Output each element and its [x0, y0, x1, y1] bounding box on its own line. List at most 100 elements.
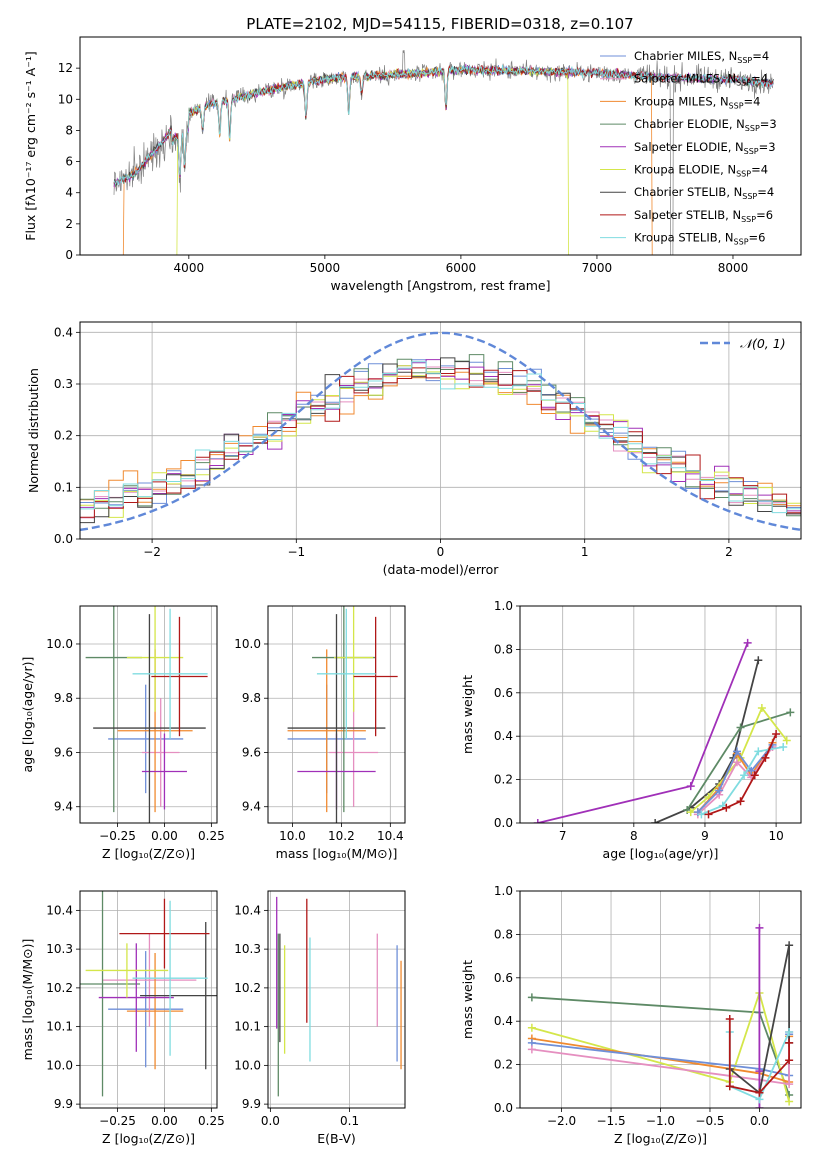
- x-tick-label: 7: [559, 829, 567, 843]
- x-tick-label: 0.0: [750, 1114, 769, 1128]
- mass-vs-ebv-panel: 0.0 0.1 9.9 10.0 10.1 10.2 10.3 10.4 E(B-V): [234, 890, 406, 1146]
- x-tick-label: 6000: [446, 261, 477, 275]
- legend-entry: Chabrier MILES, NSSP=4: [634, 49, 769, 65]
- weight-point: [772, 730, 781, 739]
- y-tick-label: 9.9: [54, 1097, 73, 1111]
- x-tick-label: −1.0: [646, 1114, 675, 1128]
- x-axis-label: Z [log₁₀(Z/Z⊙)]: [102, 846, 195, 861]
- y-tick-label: 9.9: [242, 1097, 261, 1111]
- errorbar-kroupa-stelib: [316, 608, 376, 739]
- residual-histogram-kroupa-stelib: [80, 361, 801, 514]
- y-tick-label: 0.2: [494, 773, 513, 787]
- errorbar-salpeter-elodie: [141, 733, 187, 810]
- axes-frame: [79, 36, 802, 256]
- y-tick-label: 9.6: [54, 745, 73, 759]
- weight-point: [715, 786, 724, 795]
- y-tick-label: 9.8: [54, 691, 73, 705]
- weight-point: [761, 753, 770, 762]
- y-tick-label: 0.1: [54, 480, 73, 494]
- axes-frame: [519, 890, 802, 1109]
- y-tick-label: 9.4: [242, 800, 261, 814]
- age-vs-mass-panel: 10.0 10.2 10.4 9.4 9.6 9.8 10.0 mass [log₁₀(M/M…: [234, 605, 406, 861]
- x-tick-label: −0.5: [695, 1114, 724, 1128]
- x-axis-label: wavelength [Angstrom, rest frame]: [330, 278, 550, 293]
- weight-point: [785, 1097, 794, 1106]
- errorbar-salpeter-elodie: [98, 943, 174, 1052]
- model-spectrum-kroupa-stelib: [113, 64, 774, 186]
- y-tick-label: 0.0: [54, 532, 73, 546]
- y-tick-label: 0: [65, 248, 73, 262]
- weight-vs-age-panel: 7 8 9 10 0.0 0.2 0.4 0.6 0.8 1.0 age [log₁₀(age/yr…: [460, 599, 802, 861]
- weight-point: [747, 766, 756, 775]
- weight-point: [686, 808, 695, 817]
- errorbar-salpeter-miles: [102, 933, 197, 1027]
- y-tick-label: 10.0: [234, 637, 261, 651]
- axes-frame: [267, 890, 406, 1109]
- weight-point: [736, 723, 745, 732]
- residuals-panel: −2 −1 0 1 2 0.0 0.1 0.2 0.3 0.4 (data-model)/error…: [26, 321, 802, 577]
- x-tick-label: −2.0: [547, 1114, 576, 1128]
- errorbar-salpeter-miles: [329, 698, 379, 807]
- legend-entry: Kroupa STELIB, NSSP=6: [634, 231, 765, 247]
- y-tick-label: 0.6: [494, 971, 513, 985]
- legend-entry: Kroupa ELODIE, NSSP=4: [634, 163, 768, 179]
- x-tick-label: 10.0: [279, 829, 306, 843]
- spectrum-legend: Chabrier MILES, NSSP=4 Salpeter MILES, NS…: [600, 49, 777, 247]
- axes-frame: [79, 605, 218, 824]
- weight-point: [755, 1067, 764, 1076]
- errorbar-kroupa-stelib: [132, 608, 208, 739]
- weight-point: [785, 1056, 794, 1065]
- x-tick-label: 1: [581, 545, 589, 559]
- y-axis-label: mass weight: [460, 960, 475, 1039]
- weight-point: [754, 747, 763, 756]
- y-tick-label: 10.0: [46, 1058, 73, 1072]
- y-tick-label: 10.4: [46, 903, 73, 917]
- y-tick-label: 0.8: [494, 642, 513, 656]
- x-tick-label: 0.25: [198, 1114, 225, 1128]
- x-tick-label: 5000: [310, 261, 341, 275]
- y-tick-label: 10.1: [234, 1020, 261, 1034]
- weight-point: [743, 638, 752, 647]
- y-tick-label: 0.0: [494, 816, 513, 830]
- y-tick-label: 0.2: [54, 429, 73, 443]
- figure-title: PLATE=2102, MJD=54115, FIBERID=0318, z=0…: [246, 15, 633, 33]
- weight-point: [736, 797, 745, 806]
- x-tick-label: 8000: [718, 261, 749, 275]
- weight-line-salpeter-stelib: [708, 733, 777, 816]
- y-tick-label: 8: [65, 123, 73, 137]
- y-tick-label: 10.0: [46, 637, 73, 651]
- model-spectrum-kroupa-miles: [120, 66, 654, 255]
- x-axis-label: mass [log₁₀(M/M⊙)]: [276, 846, 398, 861]
- weight-point: [755, 1104, 764, 1108]
- y-tick-label: 0.0: [494, 1101, 513, 1115]
- weight-point: [757, 703, 766, 712]
- y-tick-label: 0.4: [494, 729, 513, 743]
- x-tick-label: −2: [143, 545, 161, 559]
- y-axis-label: mass [log₁₀(M/M⊙)]: [20, 939, 35, 1061]
- x-tick-label: 0: [437, 545, 445, 559]
- y-axis-label: Normed distribution: [26, 368, 41, 493]
- y-axis-label: mass weight: [460, 675, 475, 754]
- y-tick-label: 0.4: [494, 1014, 513, 1028]
- y-tick-label: 0.6: [494, 686, 513, 700]
- errorbar-kroupa-miles: [287, 649, 366, 813]
- weight-point: [785, 941, 794, 950]
- legend-entry: Salpeter STELIB, NSSP=6: [634, 208, 773, 224]
- x-tick-label: 10: [768, 829, 783, 843]
- errorbar-chabrier-elodie: [80, 891, 141, 1097]
- x-tick-label: 8: [630, 829, 638, 843]
- x-tick-label: 9: [701, 829, 709, 843]
- y-tick-label: 10: [58, 92, 73, 106]
- y-tick-label: 0.8: [494, 927, 513, 941]
- legend-entry: 𝒩(0, 1): [740, 336, 786, 351]
- x-axis-label: E(B-V): [317, 1131, 356, 1146]
- legend-entry: Chabrier STELIB, NSSP=4: [634, 185, 774, 201]
- errorbar-chabrier-stelib: [287, 614, 386, 823]
- mass-vs-Z-panel: −0.25 0.00 0.25 9.9 10.0 10.1 10.2 10.3 10.4 Z [l…: [20, 890, 225, 1146]
- x-tick-label: 0.25: [198, 829, 225, 843]
- weight-point: [527, 1045, 536, 1054]
- errorbar-kroupa-stelib: [132, 900, 208, 1056]
- errorbar-salpeter-miles: [141, 698, 180, 807]
- errorbar-salpeter-stelib: [119, 898, 210, 969]
- y-tick-label: 9.4: [54, 800, 73, 814]
